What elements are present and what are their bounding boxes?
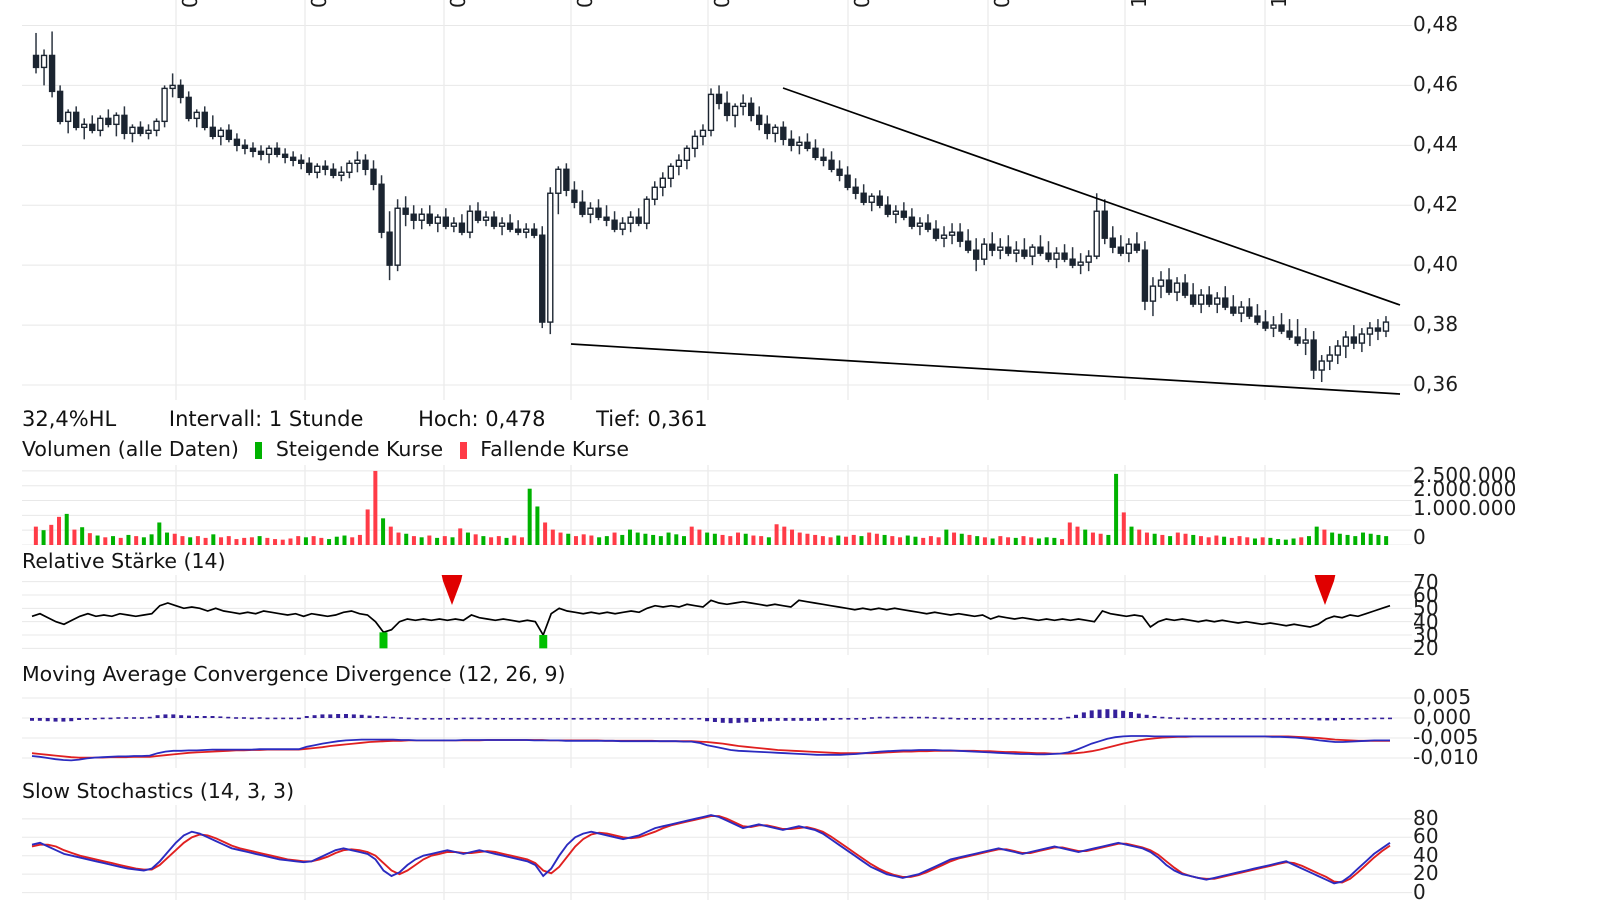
low-label: Tief: 0,361 xyxy=(596,407,708,431)
rsi-plot[interactable] xyxy=(22,575,1412,655)
axis-tick-label: 0,48 xyxy=(1413,12,1459,37)
axis-tick-label: 0,36 xyxy=(1413,372,1459,397)
axis-tick-label: 0,38 xyxy=(1413,312,1459,337)
rsi-title: Relative Stärke (14) xyxy=(22,549,226,573)
axis-tick-label: 60 xyxy=(1413,583,1439,607)
macd-panel: 0,005 0,000 -0,005 -0,010 xyxy=(0,685,1600,769)
rsi-panel: 70 60 50 40 30 20 xyxy=(0,569,1600,661)
axis-tick-label: 0,42 xyxy=(1413,192,1459,217)
date-tick-label: 08.02. xyxy=(850,0,874,8)
axis-tick-label: 40 xyxy=(1413,842,1439,867)
falling-label: Fallende Kurse xyxy=(480,437,629,461)
price-plot[interactable] xyxy=(22,0,1412,400)
axis-tick-label: 50 xyxy=(1413,596,1439,621)
falling-swatch-icon xyxy=(459,442,467,459)
date-tick-label: 02.02. xyxy=(307,0,331,8)
axis-tick-label: 30 xyxy=(1413,623,1439,647)
rising-swatch-icon xyxy=(255,442,263,459)
axis-tick-label: 2.000.000 xyxy=(1413,477,1517,501)
price-panel: 01.02. 02.02. 05.02. 06.02. 07.02. 08.02. 09.0… xyxy=(0,0,1600,400)
axis-tick-label: 1.000.000 xyxy=(1413,496,1517,520)
axis-tick-label: 2.500.000 xyxy=(1413,463,1517,487)
date-tick-label: 07.02. xyxy=(710,0,734,8)
axis-tick-label: 20 xyxy=(1413,861,1439,886)
axis-tick-label: 0 xyxy=(1413,879,1426,900)
date-tick-label: 13.02. xyxy=(1267,0,1291,8)
interval-label: Intervall: 1 Stunde xyxy=(168,407,364,431)
rising-label: Steigende Kurse xyxy=(275,437,444,461)
axis-tick-label: -0,005 xyxy=(1413,725,1479,749)
info-bar: 32,4%HL Intervall: 1 Stunde Hoch: 0,478 … xyxy=(22,409,708,430)
volume-legend: Volumen (alle Daten) Steigende Kurse Fal… xyxy=(22,439,629,460)
volume-panel: 2.500.000 2.000.000 1.000.000 0 xyxy=(0,463,1600,549)
axis-tick-label: 0 xyxy=(1413,525,1426,549)
axis-tick-label: 0,40 xyxy=(1413,252,1459,277)
stochastics-title: Slow Stochastics (14, 3, 3) xyxy=(22,779,295,803)
sell-arrow-icon xyxy=(1314,575,1336,605)
axis-tick-label: 70 xyxy=(1413,569,1439,594)
stochastics-plot[interactable] xyxy=(22,805,1412,900)
macd-plot[interactable] xyxy=(22,688,1412,768)
high-label: Hoch: 0,478 xyxy=(418,407,546,431)
axis-tick-label: 0,005 xyxy=(1413,685,1472,709)
axis-tick-label: 60 xyxy=(1413,824,1439,849)
date-tick-label: 05.02. xyxy=(446,0,470,8)
axis-tick-label: 40 xyxy=(1413,609,1439,634)
axis-tick-label: -0,010 xyxy=(1413,745,1479,769)
axis-tick-label: 0,46 xyxy=(1413,72,1459,97)
macd-title: Moving Average Convergence Divergence (1… xyxy=(22,662,566,686)
date-tick-label: 09.02. xyxy=(990,0,1014,8)
axis-tick-label: 80 xyxy=(1413,805,1439,830)
axis-tick-label: 0,000 xyxy=(1413,705,1472,729)
volume-plot[interactable] xyxy=(22,465,1412,545)
date-tick-label: 01.02. xyxy=(178,0,202,8)
stochastics-panel: 80 60 40 20 0 xyxy=(0,805,1600,900)
sell-arrow-icon xyxy=(441,575,463,605)
volume-title: Volumen (alle Daten) xyxy=(22,437,239,461)
date-tick-label: 12.02. xyxy=(1127,0,1151,8)
hl-percent: 32,4%HL xyxy=(22,407,117,431)
date-tick-label: 06.02. xyxy=(573,0,597,8)
axis-tick-label: 20 xyxy=(1413,636,1439,661)
axis-tick-label: 0,44 xyxy=(1413,132,1459,157)
